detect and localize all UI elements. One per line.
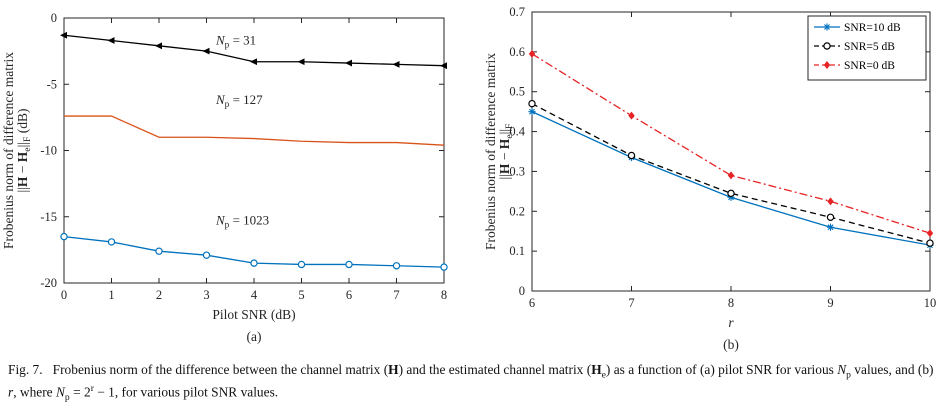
y-tick-label: 0 [519,284,525,298]
marker-circle [826,213,835,221]
marker-diamond [926,229,934,238]
marker-triangle [440,62,447,70]
y-tick-label: 0.6 [509,45,525,59]
x-tick-label: 10 [924,296,937,310]
x-axis-label: Pilot SNR (dB) [212,307,295,322]
legend-label-snr-10-db: SNR=10 dB [844,22,901,34]
annotation-np-127: Np = 127 [215,92,263,110]
y-tick-label: 0.7 [509,5,525,19]
marker-circle [297,260,306,269]
y-tick-label: 0.2 [509,204,525,218]
marker-asterisk [824,24,830,30]
marker-circle [155,247,163,255]
marker-circle [528,99,536,108]
marker-triangle [297,58,305,66]
x-tick-label: 5 [298,288,304,302]
marker-triangle [202,47,210,55]
y-axis-label: ||H − He||F (dB) [15,108,33,192]
marker-triangle [392,60,400,68]
x-tick-label: 0 [61,288,67,302]
marker-circle [440,263,448,271]
series-snr-5-db [531,103,931,244]
series-snr-0-db [531,53,931,234]
x-tick-label: 8 [441,288,447,302]
marker-circle [926,239,934,247]
marker-diamond [628,111,635,120]
marker-circle [60,232,68,241]
marker-diamond [528,49,536,58]
x-tick-label: 7 [393,288,399,302]
x-tick-label: 6 [529,296,535,310]
x-tick-label: 7 [628,296,634,310]
y-tick-label: 0.3 [509,164,525,178]
marker-circle [823,42,831,50]
x-tick-label: 9 [827,296,833,310]
y-tick-label: 0.5 [509,85,525,99]
annotation-np-1023: Np = 1023 [215,213,269,231]
marker-triangle [250,58,257,66]
marker-circle [202,251,211,259]
marker-circle [727,189,735,198]
x-tick-label: 6 [346,288,352,302]
y-tick-label: -10 [40,144,57,158]
subplot-label: (a) [247,329,262,344]
x-tick-label: 8 [728,296,734,310]
y-axis-label: Frobenius norm of difference matrix [2,52,16,249]
chart-a-pilot-snr: 0 1 2 3 4 5 6 7 8 0 -5 -10 -15 -20 Np = 31 Np = 127 Np =… [2,4,476,359]
legend-label-snr-0-db: SNR=0 dB [844,60,895,72]
marker-triangle [107,37,115,44]
chart-b-r-values: 6 7 8 9 10 0 0.1 0.2 0.3 0.4 0.5 0.6 0.7 r (b) Frobeniu… [484,0,944,355]
y-axis-label: ||H − He||F [497,123,515,180]
x-tick-label: 4 [251,288,258,302]
marker-asterisk [827,224,834,231]
marker-asterisk [529,108,535,115]
y-tick-label: -20 [40,276,57,290]
marker-circle [627,151,636,160]
y-axis-label: Frobenius norm of difference matrix [484,53,498,250]
y-tick-label: -15 [40,210,57,224]
subplot-label: (b) [723,337,739,352]
marker-triangle [60,31,67,39]
x-tick-label: 1 [108,288,114,302]
marker-circle [250,259,258,267]
y-tick-label: -5 [47,77,57,91]
y-tick-label: 0 [51,11,57,25]
annotation-np-31: Np = 31 [215,33,256,51]
marker-triangle [155,42,162,50]
x-axis-label: r [728,315,734,330]
x-tick-label: 3 [203,288,209,302]
marker-circle [345,260,353,269]
marker-circle [392,262,401,270]
y-tick-label: 0.4 [509,125,525,139]
legend-label-snr-5-db: SNR=5 dB [844,41,895,53]
y-tick-label: 0.1 [509,244,525,258]
marker-diamond [727,171,735,180]
marker-triangle [345,59,352,67]
marker-diamond [827,197,834,206]
series-np-127 [64,115,445,146]
x-tick-label: 2 [156,288,162,302]
marker-diamond [823,61,831,69]
marker-circle [107,238,116,246]
figure-caption: Fig. 7. Frobenius norm of the difference… [8,362,934,404]
